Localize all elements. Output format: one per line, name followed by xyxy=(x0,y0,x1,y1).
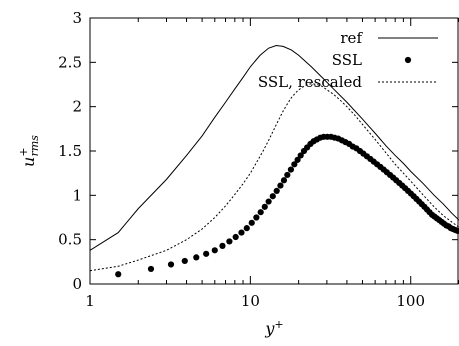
y-tick-label: 2.5 xyxy=(58,53,82,71)
ssl-point xyxy=(284,171,291,179)
y-tick-label: 3 xyxy=(72,9,82,27)
ssl-point xyxy=(265,198,272,205)
y-axis-title-subscript: rms xyxy=(28,135,41,157)
legend-label-ref: ref xyxy=(340,29,363,47)
legend-marker-ssl xyxy=(404,56,412,64)
ssl-point xyxy=(297,152,304,159)
ssl-point xyxy=(261,203,268,210)
ssl-point xyxy=(167,261,175,268)
y-tick-label: 0.5 xyxy=(58,231,82,249)
y-tick-label: 0 xyxy=(72,275,82,293)
y-tick-label: 1.5 xyxy=(58,142,82,160)
ref-line xyxy=(90,44,459,251)
ssl-point xyxy=(147,265,155,273)
x-tick-label: 1 xyxy=(85,292,95,310)
ssl-point xyxy=(193,254,200,261)
x-tick-label: 10 xyxy=(241,292,260,310)
y-axis-title-superscript: + xyxy=(17,147,30,156)
legend-label-ssl-rescaled: SSL, rescaled xyxy=(258,73,363,91)
x-axis-title-superscript: + xyxy=(274,318,283,331)
legend-label-ssl: SSL xyxy=(332,51,362,69)
ssl-point xyxy=(115,271,122,278)
ssl-point xyxy=(269,193,276,200)
ssl-point xyxy=(253,214,260,221)
ssl-point xyxy=(203,250,210,257)
ssl-point xyxy=(291,161,298,168)
x-tick-label: 100 xyxy=(396,292,425,310)
ssl-point xyxy=(219,242,226,249)
legend: ref SSL SSL, rescaled xyxy=(258,29,438,91)
ssl-point xyxy=(181,257,188,265)
ssl-point xyxy=(232,233,239,241)
ssl-point xyxy=(277,182,284,189)
ssl-point xyxy=(211,247,218,254)
y-tick-label: 2 xyxy=(72,98,82,116)
ssl-point xyxy=(257,209,264,216)
ssl-point xyxy=(287,166,295,173)
ssl-point xyxy=(226,238,233,245)
y-axis-title: u+rms xyxy=(17,135,41,167)
ssl-point xyxy=(273,187,280,194)
ssl-point xyxy=(238,229,245,236)
y-axis-title-base: u xyxy=(19,157,38,167)
ssl-point xyxy=(248,219,255,226)
tick-layer: 0 0.5 1 1.5 2 2.5 3 1 10 100 xyxy=(58,9,459,310)
y-tick-label: 1 xyxy=(72,186,82,204)
series-layer xyxy=(90,44,459,278)
ssl-point xyxy=(294,156,301,163)
x-axis-title: y+ xyxy=(264,318,283,339)
ssl-rescaled-line xyxy=(90,83,459,272)
ssl-point xyxy=(243,225,250,232)
ssl-point xyxy=(280,177,288,184)
x-axis-title-base: y xyxy=(264,319,275,338)
